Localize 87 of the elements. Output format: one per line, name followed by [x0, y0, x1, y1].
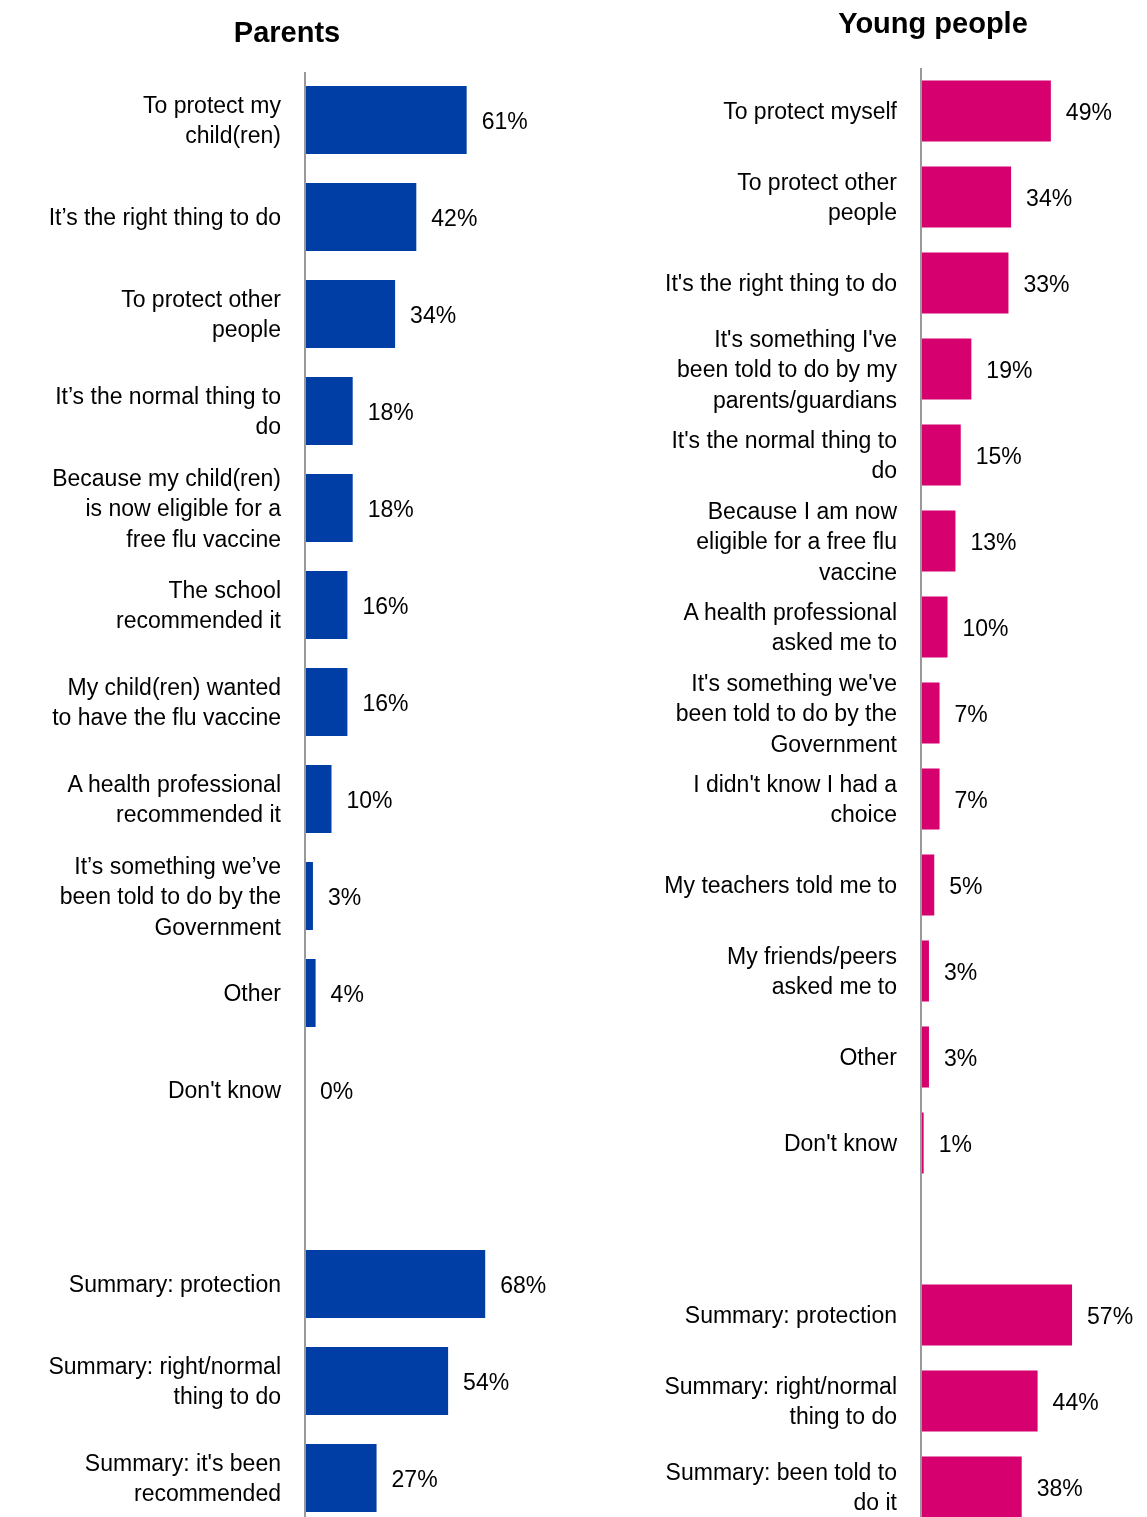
bar [305, 765, 332, 833]
y-tick-label: To protect other people [737, 168, 898, 226]
data-label: 16% [362, 593, 409, 619]
data-label: 33% [1023, 271, 1070, 297]
data-label: 49% [1065, 99, 1112, 125]
bar [305, 280, 396, 348]
bar [305, 377, 353, 445]
data-label: 10% [962, 615, 1009, 641]
bar [305, 571, 348, 639]
y-tick-label: To protect other people [121, 285, 282, 343]
data-label: 44% [1052, 1389, 1099, 1415]
y-tick-label: My teachers told me to [664, 872, 897, 898]
bar [305, 959, 316, 1027]
data-label: 7% [954, 787, 988, 813]
y-tick-label: A health professional recommended it [67, 770, 282, 828]
data-label: 3% [943, 1045, 978, 1071]
data-label: 15% [975, 443, 1022, 469]
bar [921, 510, 956, 572]
bar [921, 1284, 1073, 1346]
y-tick-label: Because I am now eligible for a free flu vaccine [696, 497, 898, 585]
bar [305, 668, 348, 736]
bar [921, 1370, 1038, 1432]
chart-title: Parents [233, 16, 341, 48]
data-label: 3% [327, 884, 362, 910]
y-tick-label: My child(ren) wanted to have the flu vaccine [52, 673, 281, 731]
y-tick-label: To protect my child(ren) [142, 91, 282, 149]
bar [305, 86, 467, 154]
data-label: 19% [986, 357, 1033, 383]
data-label: 18% [367, 399, 414, 425]
y-tick-label: Other [839, 1044, 898, 1070]
data-label: 3% [943, 959, 978, 985]
chart-title: Young people [838, 7, 1028, 39]
data-label: 57% [1087, 1303, 1134, 1329]
y-tick-label: Summary: protection [68, 1271, 281, 1297]
data-label: 7% [954, 701, 988, 727]
bar [921, 768, 940, 830]
data-label: 54% [463, 1369, 510, 1395]
bar [305, 1250, 486, 1318]
y-tick-label: Because my child(ren) is now eligible for a free flu vaccine [52, 464, 282, 552]
bar [921, 1456, 1022, 1517]
y-tick-label: Don't know [167, 1077, 282, 1103]
data-label: 27% [391, 1466, 438, 1492]
y-tick-label: Other [223, 980, 282, 1006]
data-label: 34% [410, 302, 457, 328]
bar [305, 1347, 449, 1415]
data-label: 5% [949, 873, 983, 899]
bar [921, 682, 940, 744]
data-label: 16% [362, 690, 409, 716]
y-tick-label: Summary: right/normal thing to do [48, 1352, 281, 1410]
y-tick-label: It's something we've been told to do by the Government [675, 669, 898, 757]
data-label: 34% [1026, 185, 1073, 211]
y-tick-label: It's the normal thing to do [671, 426, 897, 484]
data-label: 0% [320, 1078, 354, 1104]
bar [921, 596, 948, 658]
y-tick-label: To protect myself [723, 98, 898, 124]
y-tick-label: Summary: it's been recommended [84, 1449, 281, 1507]
bar [921, 80, 1051, 142]
y-tick-label: The school recommended it [116, 576, 282, 634]
y-tick-label: My friends/peers asked me to [726, 942, 897, 1000]
data-label: 13% [970, 529, 1017, 555]
bar [921, 424, 961, 486]
data-label: 42% [431, 205, 478, 231]
bar [921, 854, 935, 916]
y-tick-label: It's something I've been told to do by my parents/guardians [677, 325, 898, 413]
y-tick-label: A health professional asked me to [683, 598, 897, 656]
bar [921, 252, 1009, 314]
data-label: 1% [938, 1131, 972, 1157]
y-tick-label: Summary: been told to do it [665, 1458, 898, 1516]
bar [305, 1444, 377, 1512]
bar [921, 338, 972, 400]
data-label: 68% [500, 1272, 547, 1298]
bar [921, 166, 1012, 228]
data-label: 10% [346, 787, 393, 813]
bar [305, 183, 417, 251]
y-tick-label: It's the right thing to do [665, 270, 897, 296]
data-label: 38% [1036, 1475, 1083, 1501]
data-label: 4% [330, 981, 364, 1007]
y-tick-label: Summary: right/normal thing to do [664, 1372, 897, 1430]
y-tick-label: It’s something we’ve been told to do by the Government [59, 852, 282, 940]
y-tick-label: Don't know [783, 1130, 898, 1156]
data-label: 18% [367, 496, 414, 522]
y-tick-label: It’s the right thing to do [48, 204, 281, 230]
data-label: 61% [481, 108, 528, 134]
y-tick-label: I didn't know I had a choice [693, 770, 898, 828]
y-tick-label: It’s the normal thing to do [55, 382, 281, 440]
bar [305, 474, 353, 542]
y-tick-label: Summary: protection [684, 1302, 897, 1328]
